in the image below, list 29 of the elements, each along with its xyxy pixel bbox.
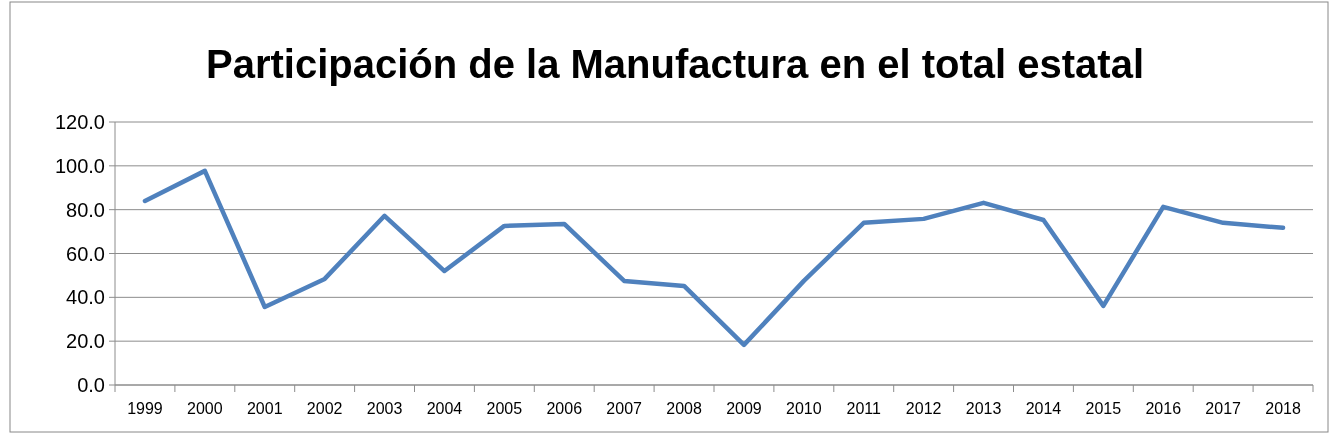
x-tick-label: 2018 (1265, 400, 1301, 417)
y-tick-label: 20.0 (66, 330, 105, 353)
x-tick-label: 2015 (1085, 400, 1122, 417)
x-tick-label: 2013 (965, 400, 1002, 417)
x-tick-label: 2006 (546, 400, 583, 417)
x-tick-label: 2016 (1145, 400, 1182, 417)
x-tick-label: 2000 (187, 400, 223, 417)
x-tick-label: 2011 (846, 400, 882, 417)
y-tick-label: 100.0 (54, 154, 105, 177)
x-tick-label: 2009 (726, 400, 762, 417)
y-tick-label: 120.0 (54, 111, 105, 133)
x-tick-label: 2005 (486, 400, 523, 417)
line-series (142, 168, 1286, 348)
x-tick-label: 2002 (306, 400, 343, 417)
x-tick-label: 2001 (246, 400, 283, 417)
y-tick-label: 0.0 (77, 374, 105, 396)
x-tick-label: 2010 (786, 400, 822, 417)
x-tick-label: 1999 (127, 400, 163, 417)
x-tick-label: 2003 (366, 400, 403, 417)
chart-title: Participación de la Manufactura en el total estatal (205, 42, 1145, 86)
x-tick-label: 2012 (905, 400, 942, 417)
y-tick-label: 60.0 (66, 242, 105, 265)
y-tick-label: 80.0 (66, 198, 105, 221)
x-tick-label: 2008 (666, 400, 702, 417)
y-tick-label: 40.0 (66, 286, 105, 309)
x-tick-label: 2014 (1025, 400, 1062, 417)
x-tick-label: 2017 (1205, 400, 1242, 417)
x-tick-label: 2007 (606, 400, 643, 417)
x-tick-label: 2004 (426, 400, 463, 417)
